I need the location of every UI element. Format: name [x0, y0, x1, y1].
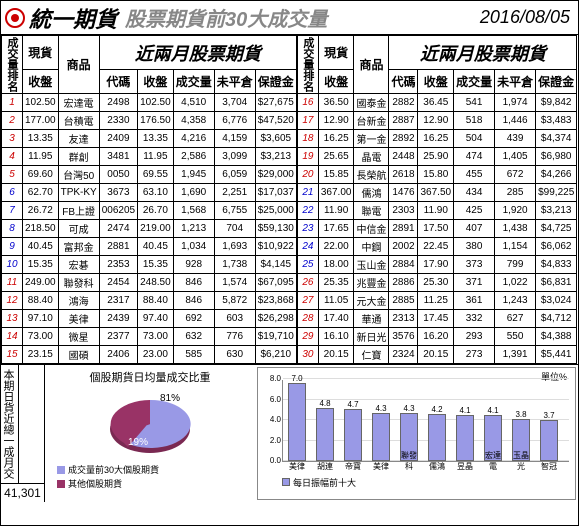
pie-pct-2: 19%	[128, 437, 148, 448]
report-date: 2016/08/05	[480, 7, 570, 28]
pie-legend-1: 成交量前30大個股期貨	[68, 463, 159, 476]
pie-title: 個股期貨日均量成交比重	[49, 369, 251, 385]
main-table: 成交量排名現貨商品近兩月股票期貨收盤代碼收盤成交量未平倉保證金1102.50宏達…	[1, 35, 578, 364]
pie-chart: 個股期貨日均量成交比重 81% 19% 成交量前30大個股期貨 其他個股期貨	[45, 365, 255, 502]
brand-name: 統一期貨	[29, 2, 117, 34]
pie-pct-1: 81%	[160, 393, 180, 404]
pie-legend-2: 其他個股期貨	[68, 477, 122, 490]
side-label: 本期日貨近總一成月交口個數	[1, 365, 19, 483]
header: 統一期貨 股票期貨前30大成交量 2016/08/05	[1, 1, 578, 35]
bar-legend: 每日振幅前十大	[293, 478, 356, 488]
total-value: 41,301	[1, 483, 44, 502]
page-title: 股票期貨前30大成交量	[125, 3, 327, 32]
brand-logo	[5, 8, 25, 28]
bar-chart: 單位% 0.02.04.06.08.07.0美律4.8胡連4.7帝寶4.3美律4…	[257, 367, 576, 500]
